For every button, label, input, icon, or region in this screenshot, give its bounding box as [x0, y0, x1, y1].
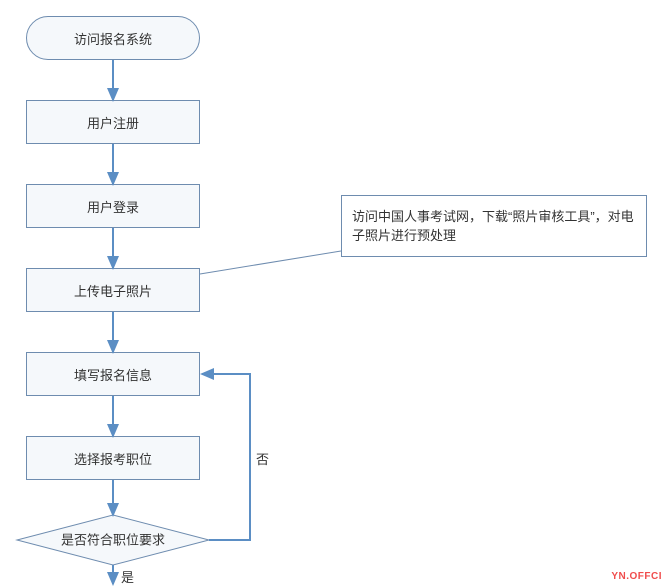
flow-fill-process: 填写报名信息 — [26, 352, 200, 396]
flow-upload-process: 上传电子照片 — [26, 268, 200, 312]
flow-side-note-label: 访问中国人事考试网，下载“照片审核工具”，对电子照片进行预处理 — [352, 207, 636, 246]
connector-upload-to-note — [200, 251, 341, 274]
flow-start-terminator: 访问报名系统 — [26, 16, 200, 60]
decision-yes-label: 是 — [121, 567, 134, 586]
watermark: YN.OFFCI — [611, 571, 662, 582]
flow-login-label: 用户登录 — [87, 197, 139, 216]
watermark-text: YN.OFFCI — [611, 571, 662, 582]
arrow-decision-no-to-fill — [202, 374, 250, 540]
flow-select-label: 选择报考职位 — [74, 449, 152, 468]
decision-no-label: 否 — [256, 449, 269, 468]
flow-start-label: 访问报名系统 — [74, 29, 152, 48]
flow-fill-label: 填写报名信息 — [74, 365, 152, 384]
flow-register-label: 用户注册 — [87, 113, 139, 132]
flow-login-process: 用户登录 — [26, 184, 200, 228]
flow-upload-label: 上传电子照片 — [74, 281, 152, 300]
flow-select-process: 选择报考职位 — [26, 436, 200, 480]
flow-side-note: 访问中国人事考试网，下载“照片审核工具”，对电子照片进行预处理 — [341, 195, 647, 257]
svg-text:是否符合职位要求: 是否符合职位要求 — [61, 532, 165, 547]
flow-register-process: 用户注册 — [26, 100, 200, 144]
